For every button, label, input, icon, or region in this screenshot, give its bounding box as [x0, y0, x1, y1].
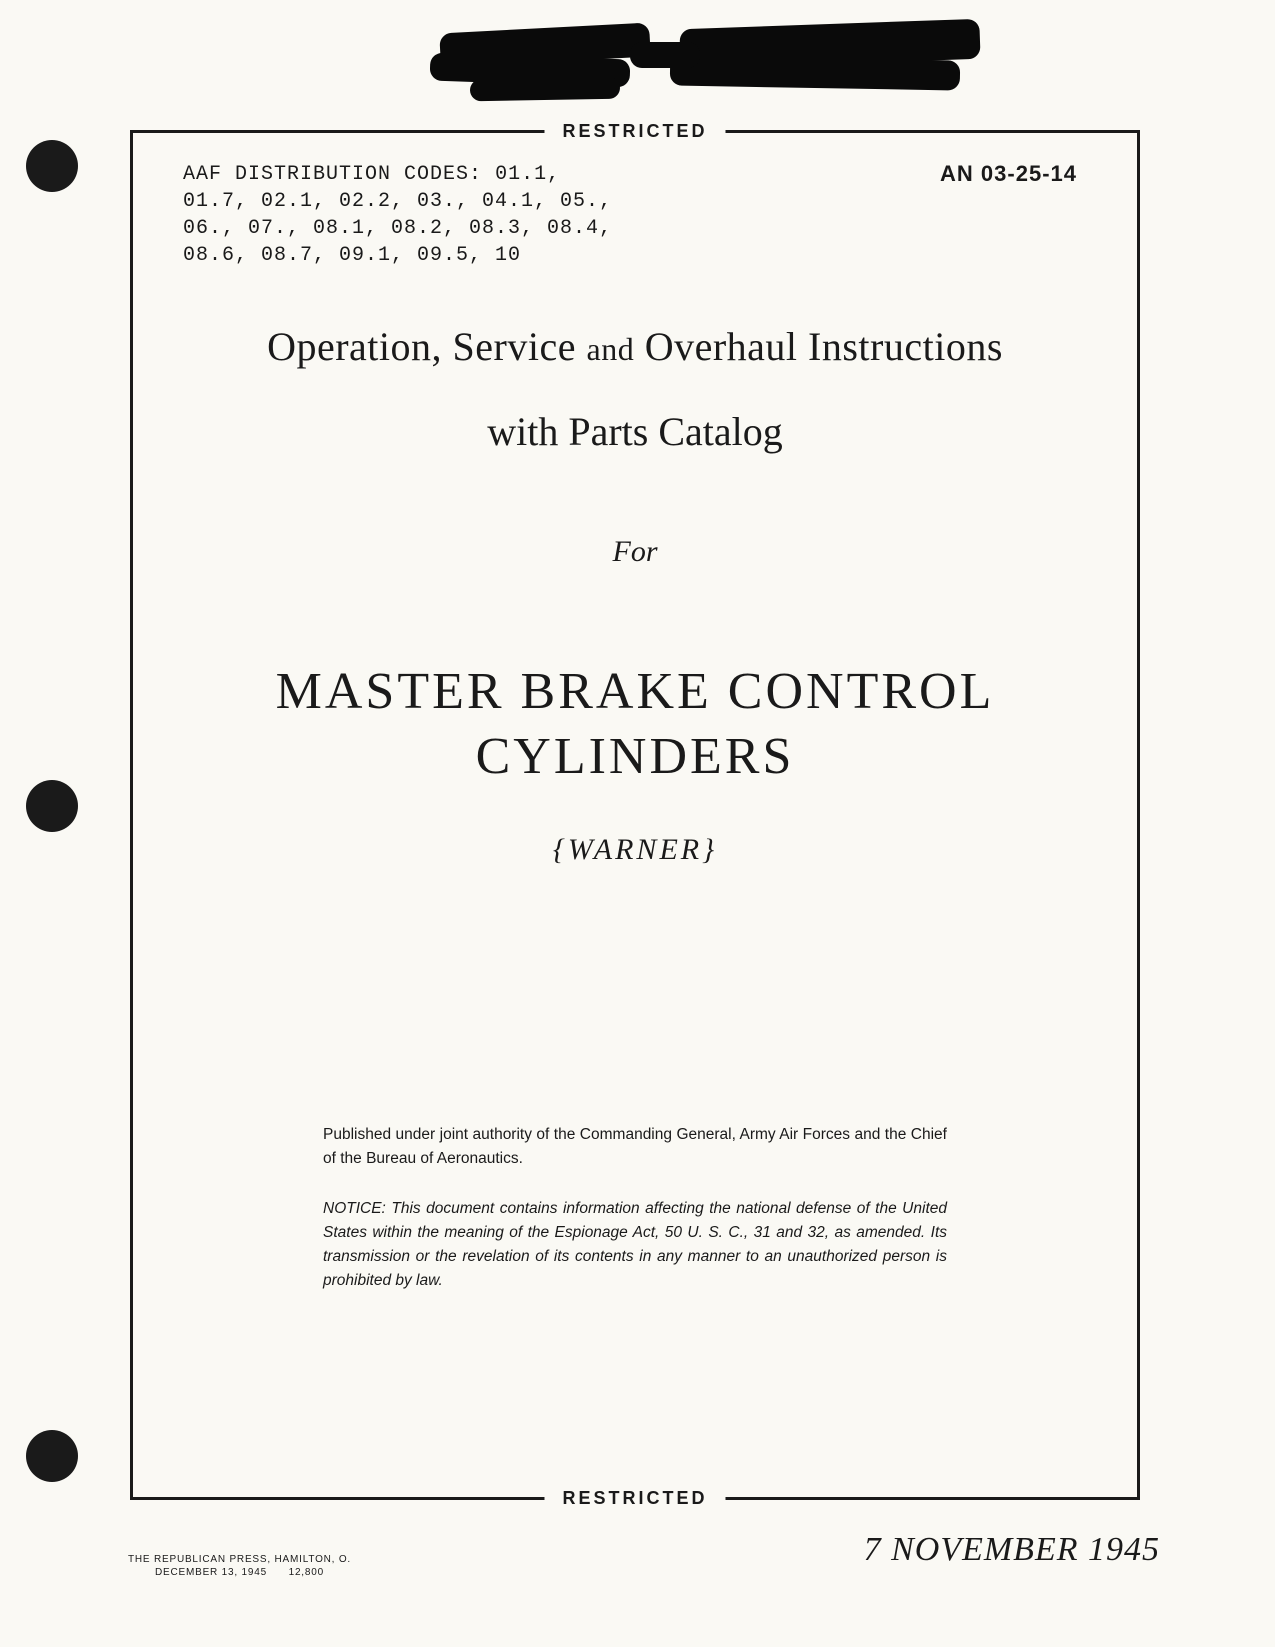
redaction-marks: [430, 20, 970, 120]
redaction-stroke: [470, 77, 620, 102]
title-part-a: Operation, Service: [267, 324, 576, 369]
document-number: AN 03-25-14: [940, 161, 1077, 187]
manufacturer: {WARNER}: [133, 833, 1137, 867]
title-for: For: [133, 535, 1137, 569]
title-line-1: Operation, Service and Overhaul Instruct…: [133, 323, 1137, 370]
subject-title: MASTER BRAKE CONTROL CYLINDERS: [133, 659, 1137, 789]
punch-hole: [26, 1430, 78, 1482]
printer-line-2: DECEMBER 13, 1945 12,800: [155, 1567, 324, 1578]
printer-line-1: THE REPUBLICAN PRESS, HAMILTON, O.: [128, 1554, 351, 1565]
title-block: Operation, Service and Overhaul Instruct…: [133, 323, 1137, 867]
subject-line-1: MASTER BRAKE CONTROL: [276, 663, 995, 720]
notice-label: NOTICE:: [323, 1200, 386, 1217]
authority-block: Published under joint authority of the C…: [323, 1123, 947, 1319]
printer-info: THE REPUBLICAN PRESS, HAMILTON, O. DECEM…: [128, 1553, 351, 1579]
title-part-b: Overhaul Instructions: [645, 324, 1003, 369]
subject-line-2: CYLINDERS: [476, 728, 795, 785]
espionage-notice: NOTICE: This document contains informati…: [323, 1197, 947, 1293]
notice-body: This document contains information affec…: [323, 1200, 947, 1289]
redaction-stroke: [670, 55, 960, 90]
distribution-label: AAF DISTRIBUTION CODES:: [183, 163, 482, 186]
punch-hole: [26, 780, 78, 832]
document-frame: RESTRICTED AAF DISTRIBUTION CODES: 01.1,…: [130, 130, 1140, 1500]
scanned-page: RESTRICTED AAF DISTRIBUTION CODES: 01.1,…: [0, 0, 1275, 1647]
title-line-2: with Parts Catalog: [133, 408, 1137, 455]
redaction-stroke: [630, 42, 700, 68]
classification-top: RESTRICTED: [544, 121, 725, 142]
publication-date: 7 NOVEMBER 1945: [864, 1531, 1160, 1569]
publication-authority: Published under joint authority of the C…: [323, 1123, 947, 1171]
classification-bottom: RESTRICTED: [544, 1488, 725, 1509]
punch-hole: [26, 140, 78, 192]
distribution-codes: AAF DISTRIBUTION CODES: 01.1, 01.7, 02.1…: [183, 161, 623, 269]
title-and: and: [586, 331, 634, 367]
